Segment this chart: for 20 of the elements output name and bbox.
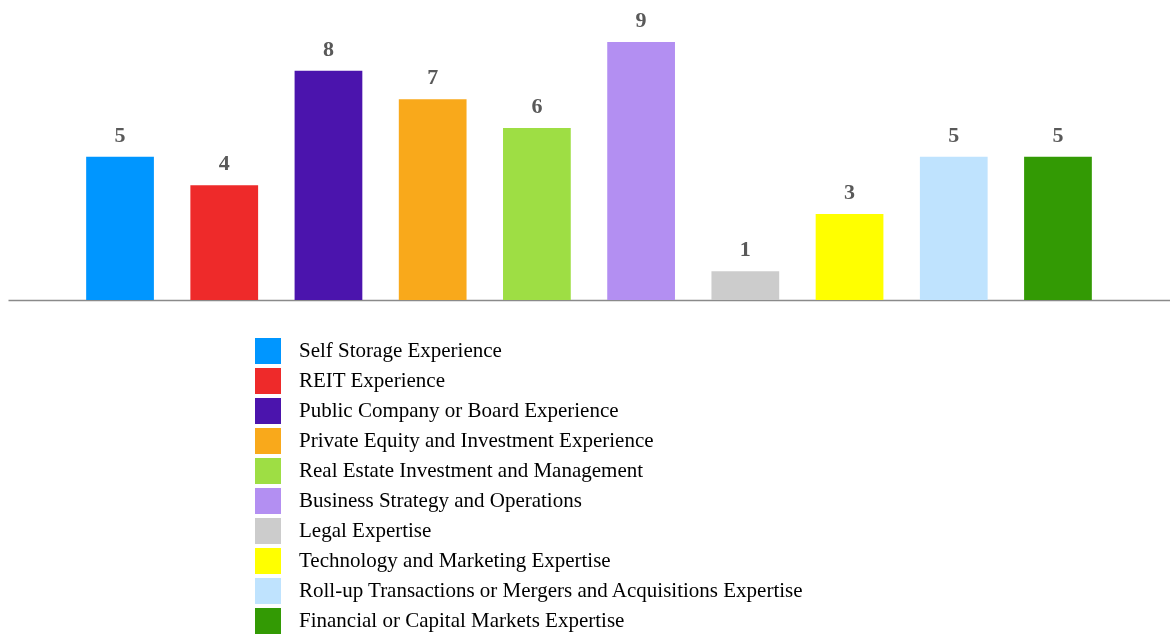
data-label: 4 xyxy=(218,150,230,176)
data-label: 5 xyxy=(948,121,960,147)
legend-label: Real Estate Investment and Management xyxy=(299,458,644,482)
legend-label: REIT Experience xyxy=(299,368,445,392)
data-label: 6 xyxy=(531,93,543,118)
legend-label: Private Equity and Investment Experience xyxy=(299,428,654,452)
data-label: 1 xyxy=(739,236,751,262)
legend-label: Business Strategy and Operations xyxy=(299,488,582,512)
legend-label: Self Storage Experience xyxy=(299,338,502,362)
data-label: 3 xyxy=(844,179,856,204)
legend-label: Legal Expertise xyxy=(299,518,432,542)
legend-label: Roll-up Transactions or Mergers and Acquisitions Expertise xyxy=(299,578,803,602)
data-label: 5 xyxy=(114,121,126,147)
data-label: 9 xyxy=(635,7,647,32)
data-label: 8 xyxy=(322,35,334,61)
data-label: 7 xyxy=(427,64,439,90)
legend-label: Public Company or Board Experience xyxy=(299,398,619,422)
legend-label: Technology and Marketing Expertise xyxy=(299,548,611,572)
data-label: 5 xyxy=(1052,121,1064,147)
legend-label: Financial or Capital Markets Expertise xyxy=(299,608,625,632)
